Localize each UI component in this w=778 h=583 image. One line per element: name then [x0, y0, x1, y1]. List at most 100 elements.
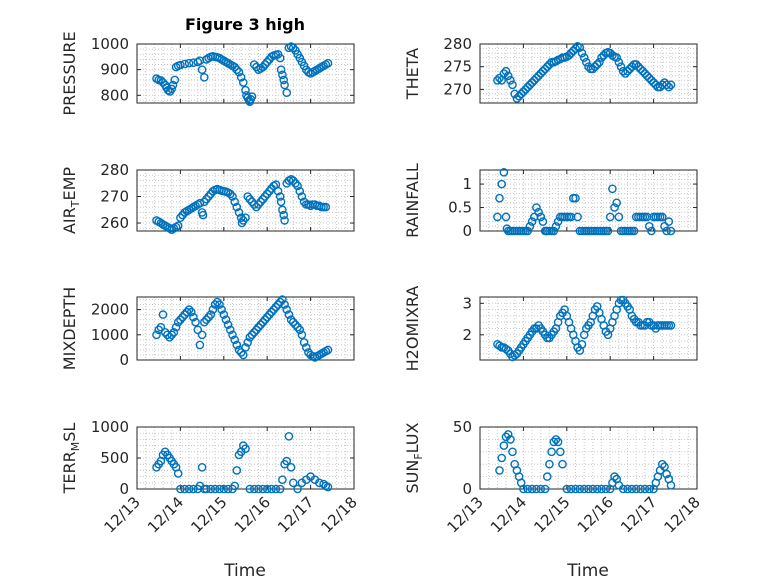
- data-point: [506, 76, 515, 85]
- data-point: [590, 62, 600, 71]
- data-point: [658, 212, 667, 222]
- data-point: [495, 193, 504, 203]
- y-axis-label-sun-flux: SUNFLUX: [403, 422, 425, 493]
- axes-frame-mixdepth: [136, 296, 355, 361]
- data-point: [156, 322, 166, 332]
- data-point: [245, 332, 255, 342]
- data-point: [623, 484, 632, 494]
- data-point: [168, 80, 178, 90]
- subplot-sun-flux: 0 50 12/13 12/14 12/15 12/16 12/17 12/18 SUNFLUX: [403, 418, 704, 536]
- data-point: [521, 85, 530, 94]
- data-point: [612, 53, 622, 62]
- data-point: [501, 344, 511, 354]
- data-point: [538, 217, 548, 226]
- data-point: [638, 66, 648, 76]
- data-point: [631, 60, 641, 69]
- data-point: [508, 80, 517, 90]
- y-axis-label-rainfall: RAINFALL: [403, 163, 422, 238]
- data-point: [610, 472, 619, 481]
- data-point: [176, 484, 185, 494]
- y-axis-label-h2omixra: H2OMIXRA: [403, 286, 422, 372]
- data-point: [199, 317, 209, 327]
- data-point: [282, 305, 292, 314]
- data-point: [202, 484, 211, 494]
- data-point: [516, 89, 526, 99]
- y-axis-label-terr-msl: TERRMSL: [60, 423, 82, 495]
- data-point: [545, 60, 554, 69]
- data-point: [525, 80, 535, 90]
- data-point: [645, 484, 654, 494]
- x-axis-label-left: Time: [223, 561, 266, 581]
- data-point: [275, 53, 285, 63]
- data-point: [197, 65, 207, 74]
- data-point: [260, 60, 270, 69]
- x-tick-label: 12/16: [231, 493, 274, 536]
- data-point: [265, 310, 274, 319]
- data-point: [288, 43, 298, 53]
- subplot-pressure: 800 900 1000 PRESSURE: [60, 31, 355, 116]
- data-point: [525, 221, 535, 231]
- data-point: [527, 484, 537, 494]
- data-point: [198, 210, 208, 220]
- data-point: [321, 202, 331, 212]
- data-point: [645, 221, 654, 231]
- data-point: [295, 186, 305, 196]
- data-point: [219, 484, 229, 494]
- data-point: [275, 192, 285, 201]
- data-point: [265, 186, 274, 196]
- data-point: [534, 207, 543, 217]
- data-point: [230, 197, 239, 207]
- data-point: [288, 478, 298, 488]
- data-point: [495, 73, 504, 83]
- data-point: [165, 332, 174, 342]
- data-point: [577, 339, 587, 349]
- data-point: [545, 459, 554, 469]
- data-point: [658, 459, 667, 469]
- data-point: [595, 57, 604, 67]
- data-point: [256, 197, 266, 207]
- data-point: [249, 327, 259, 337]
- data-point: [553, 217, 563, 226]
- data-point: [232, 340, 242, 350]
- data-point: [660, 221, 669, 231]
- data-point: [182, 307, 192, 317]
- data-point: [158, 310, 168, 319]
- x-tick-label: 12/17: [617, 493, 660, 536]
- data-point: [636, 484, 645, 494]
- data-point: [284, 310, 294, 319]
- x-tick-label: 12/15: [187, 493, 230, 536]
- data-point: [234, 208, 244, 217]
- y-axis-label-mixdepth: MIXDEPTH: [60, 287, 79, 370]
- data-point: [170, 75, 180, 85]
- data-point: [278, 475, 287, 485]
- data-point: [625, 64, 635, 74]
- data-point: [577, 48, 587, 58]
- data-point: [284, 431, 294, 441]
- data-point: [293, 322, 302, 332]
- data-point: [230, 481, 239, 491]
- data-point: [184, 305, 194, 314]
- data-point: [543, 472, 552, 481]
- data-point: [276, 197, 286, 207]
- data-point: [176, 60, 185, 70]
- data-point: [532, 73, 541, 83]
- data-point: [566, 484, 576, 494]
- y-tick-label: 1000: [91, 418, 129, 436]
- data-point: [221, 315, 231, 325]
- data-point: [171, 322, 181, 332]
- data-point: [651, 80, 661, 90]
- data-point: [215, 300, 224, 309]
- data-point: [510, 350, 520, 360]
- data-point: [569, 46, 578, 56]
- subplot-rainfall: 0 0.5 1 RAINFALL: [403, 163, 698, 240]
- data-point: [538, 66, 548, 76]
- data-point: [293, 181, 302, 191]
- y-axis-label-theta: THETA: [403, 48, 422, 100]
- data-point: [666, 321, 676, 330]
- data-point: [608, 51, 617, 60]
- x-tick-label: 12/13: [101, 493, 144, 536]
- data-point: [232, 65, 242, 74]
- data-point: [666, 80, 676, 90]
- data-point: [258, 484, 268, 494]
- data-point: [258, 62, 268, 72]
